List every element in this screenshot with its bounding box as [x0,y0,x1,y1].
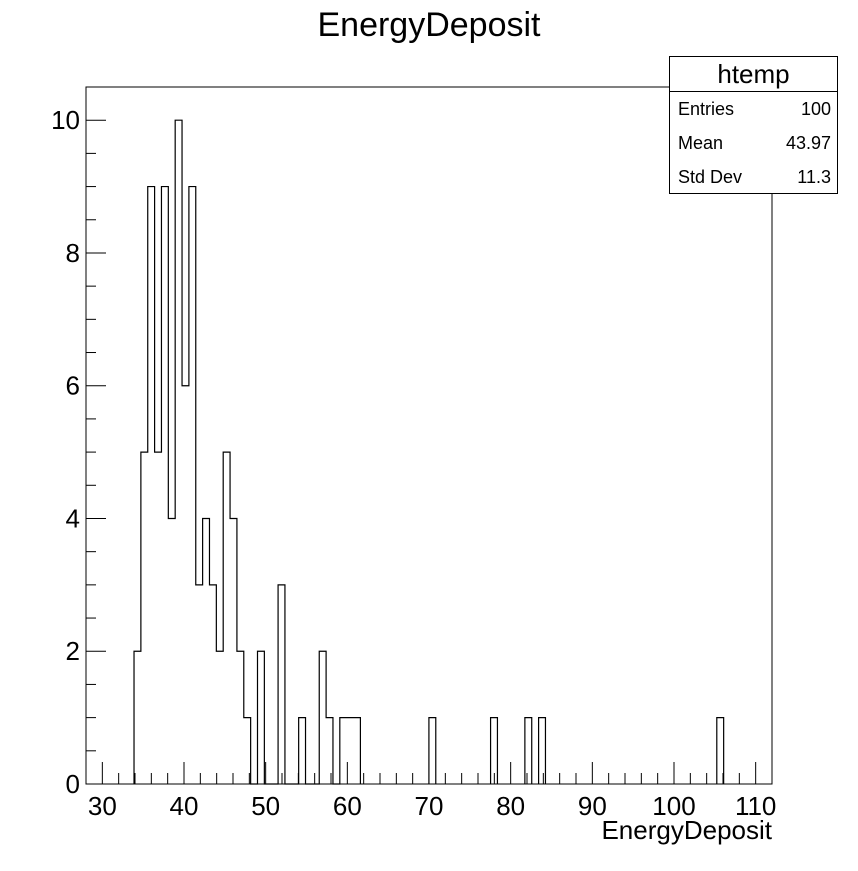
stddev-value: 11.3 [797,166,831,187]
x-tick-label: 40 [170,791,199,821]
mean-label: Mean [678,132,724,153]
y-tick-label: 2 [66,636,80,666]
x-tick-label: 30 [88,791,117,821]
histogram-bin [203,518,210,784]
y-tick-label: 0 [66,769,80,799]
stddev-label: Std Dev [678,166,743,187]
x-axis-label: EnergyDeposit [601,815,772,845]
histogram-bin [175,120,182,784]
histogram-bin [354,718,361,784]
y-tick-label: 4 [66,503,80,533]
histogram-bin [525,718,532,784]
y-tick-label: 10 [51,105,80,135]
histogram-bin [319,651,326,784]
histogram-bin [299,718,306,784]
y-tick-label: 8 [66,238,80,268]
histogram-bin [134,651,141,784]
histogram-bin [429,718,436,784]
y-axis: 0 2 4 6 8 10 [51,105,106,799]
histogram-bin [182,386,189,784]
histogram-bin [148,187,155,784]
y-tick-label: 6 [66,371,80,401]
histogram-bin [326,718,333,784]
stats-box-title: htemp [670,57,837,92]
x-tick-label: 100 [652,791,695,821]
chart-title: EnergyDeposit [317,6,541,44]
x-tick-label: 50 [251,791,280,821]
histogram-bin [161,187,168,784]
stats-box: htemp Entries 100 Mean 43.97 Std Dev 11.… [669,56,838,194]
histogram-outline [133,119,725,785]
histogram-bin [278,585,285,784]
histogram-bin [216,651,223,784]
histogram-bin [258,651,265,784]
stats-row-stddev: Std Dev 11.3 [670,160,837,194]
histogram-bin [189,187,196,784]
histogram-bin [223,452,230,784]
histogram-bin [141,452,148,784]
histogram-bin [237,651,244,784]
x-tick-label: 60 [333,791,362,821]
histogram-bin [340,718,347,784]
stats-row-entries: Entries 100 [670,92,837,126]
histogram-bin [230,518,237,784]
stats-row-mean: Mean 43.97 [670,126,837,160]
histogram-bin [539,718,546,784]
x-tick-label: 110 [735,791,776,821]
histogram-bins [133,119,725,785]
x-axis: 30 40 50 60 70 80 90 100 110 [88,762,776,821]
histogram-bin [155,452,162,784]
histogram-bin [168,518,175,784]
histogram-bin [209,585,216,784]
x-tick-label: 70 [415,791,444,821]
entries-value: 100 [800,98,831,119]
x-tick-label: 80 [496,791,525,821]
x-tick-label: 90 [578,791,607,821]
entries-label: Entries [678,98,735,119]
mean-value: 43.97 [785,132,831,153]
histogram-bin [196,585,203,784]
